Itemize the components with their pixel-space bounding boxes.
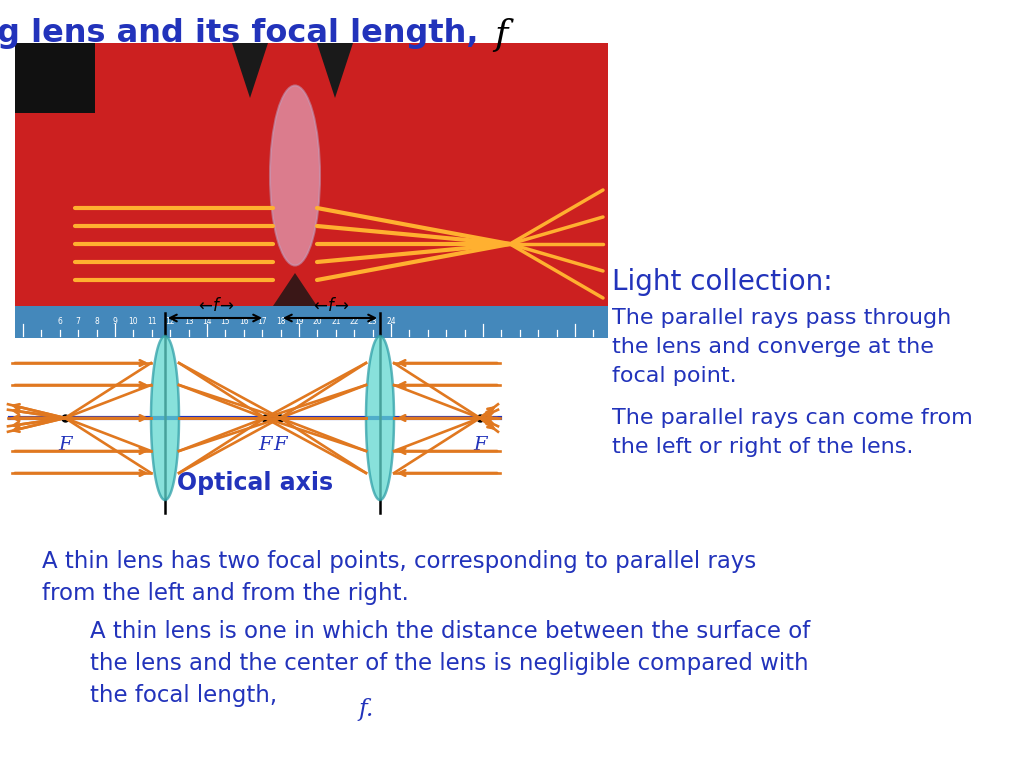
Text: 22: 22 xyxy=(349,317,359,326)
Text: 8: 8 xyxy=(94,317,99,326)
Text: 6: 6 xyxy=(57,317,62,326)
Text: F: F xyxy=(58,436,72,454)
Text: A thin lens is one in which the distance between the surface of
the lens and the: A thin lens is one in which the distance… xyxy=(90,620,810,707)
Text: $\leftarrow\!f\!\rightarrow$: $\leftarrow\!f\!\rightarrow$ xyxy=(196,297,234,315)
Text: The parallel rays pass through
the lens and converge at the
focal point.: The parallel rays pass through the lens … xyxy=(612,308,951,386)
Text: 15: 15 xyxy=(220,317,230,326)
Text: 23: 23 xyxy=(368,317,378,326)
Polygon shape xyxy=(273,273,317,306)
Text: A thin lens has two focal points, corresponding to parallel rays
from the left a: A thin lens has two focal points, corres… xyxy=(42,550,757,605)
Polygon shape xyxy=(366,336,394,500)
Text: 21: 21 xyxy=(331,317,341,326)
Text: 20: 20 xyxy=(312,317,323,326)
Text: f.: f. xyxy=(358,698,374,721)
Text: 14: 14 xyxy=(202,317,212,326)
Ellipse shape xyxy=(270,85,319,266)
Text: The parallel rays can come from
the left or right of the lens.: The parallel rays can come from the left… xyxy=(612,408,973,457)
Text: Light collection:: Light collection: xyxy=(612,268,833,296)
Text: 18: 18 xyxy=(275,317,286,326)
Text: 16: 16 xyxy=(239,317,249,326)
Bar xyxy=(15,43,608,338)
Text: 9: 9 xyxy=(113,317,118,326)
Polygon shape xyxy=(317,43,353,98)
Text: 7: 7 xyxy=(76,317,81,326)
Text: F: F xyxy=(273,436,287,454)
Text: 10: 10 xyxy=(129,317,138,326)
Text: 19: 19 xyxy=(294,317,304,326)
Text: 11: 11 xyxy=(147,317,157,326)
Text: 13: 13 xyxy=(183,317,194,326)
Text: F: F xyxy=(258,436,271,454)
Text: $\leftarrow\!f\!\rightarrow$: $\leftarrow\!f\!\rightarrow$ xyxy=(310,297,349,315)
Bar xyxy=(15,306,608,338)
Text: 24: 24 xyxy=(386,317,396,326)
Text: Optical axis: Optical axis xyxy=(177,471,333,495)
Text: F: F xyxy=(473,436,486,454)
Text: Converging lens and its focal length,: Converging lens and its focal length, xyxy=(0,18,490,49)
Polygon shape xyxy=(232,43,268,98)
Text: 12: 12 xyxy=(166,317,175,326)
Text: f: f xyxy=(494,18,507,52)
Polygon shape xyxy=(151,336,179,500)
Bar xyxy=(15,43,95,113)
Text: 17: 17 xyxy=(257,317,267,326)
